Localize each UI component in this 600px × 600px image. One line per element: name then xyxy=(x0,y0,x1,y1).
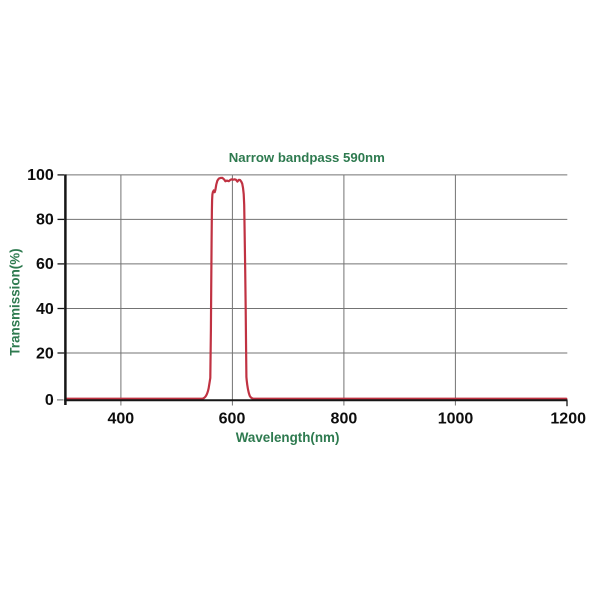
svg-text:600: 600 xyxy=(219,411,246,428)
svg-text:20: 20 xyxy=(36,345,54,362)
svg-text:400: 400 xyxy=(107,411,134,428)
svg-text:100: 100 xyxy=(27,167,54,184)
svg-text:1200: 1200 xyxy=(550,411,586,428)
svg-text:40: 40 xyxy=(36,301,54,318)
svg-text:Narrow bandpass 590nm: Narrow bandpass 590nm xyxy=(229,150,385,165)
svg-text:80: 80 xyxy=(36,212,54,229)
svg-text:0: 0 xyxy=(45,392,54,409)
svg-text:800: 800 xyxy=(331,411,358,428)
svg-text:Transmission(%): Transmission(%) xyxy=(8,248,23,355)
svg-text:Wavelength(nm): Wavelength(nm) xyxy=(236,430,340,445)
svg-text:1000: 1000 xyxy=(438,411,474,428)
svg-text:60: 60 xyxy=(36,256,54,273)
